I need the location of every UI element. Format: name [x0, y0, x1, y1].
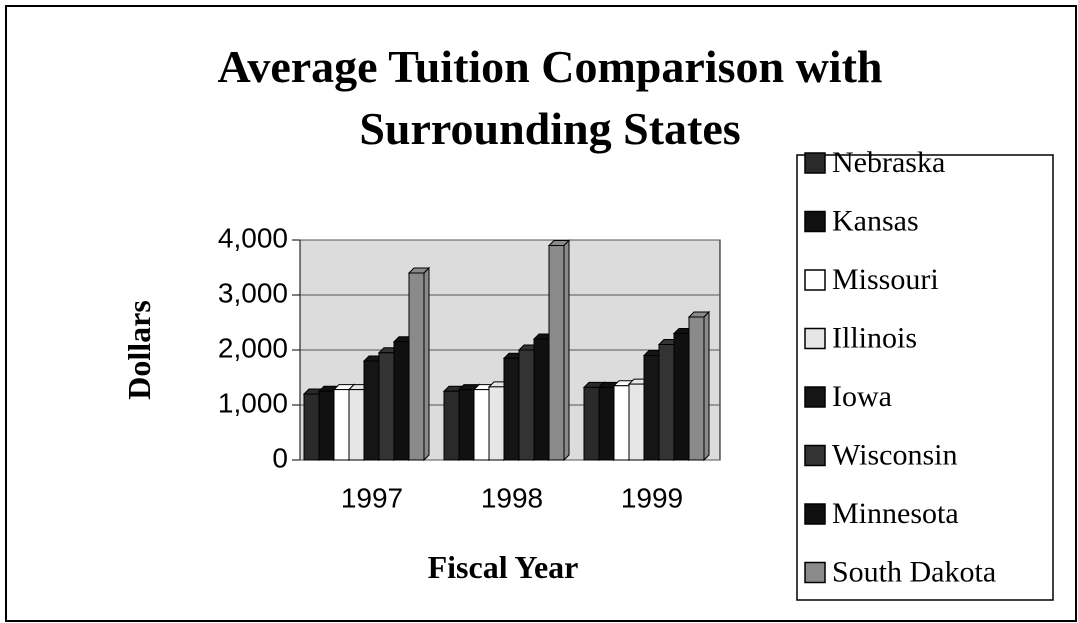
- bar: [363, 360, 380, 461]
- bar: [333, 389, 350, 461]
- legend-label: Illinois: [832, 321, 917, 354]
- bar: [628, 383, 645, 461]
- chart-subtitle: Surrounding States: [359, 103, 740, 154]
- bar: [533, 338, 550, 461]
- bar-side: [703, 310, 710, 462]
- legend-label: Iowa: [832, 380, 892, 413]
- bar: [583, 386, 600, 461]
- x-tick-label: 1999: [621, 482, 683, 513]
- y-tick-label: 1,000: [218, 387, 288, 418]
- chart-title: Average Tuition Comparison with: [218, 41, 883, 92]
- bar: [613, 385, 630, 461]
- bar: [393, 341, 410, 461]
- legend-swatch: [804, 152, 826, 174]
- y-tick-label: 2,000: [218, 332, 288, 363]
- bar: [458, 389, 475, 461]
- legend-label: Kansas: [832, 204, 919, 237]
- legend-label: Wisconsin: [832, 438, 957, 471]
- bar: [378, 352, 395, 461]
- bar-side: [423, 266, 430, 462]
- legend-swatch: [804, 561, 826, 584]
- bar: [303, 393, 320, 461]
- bar: [318, 390, 335, 461]
- legend-label: Missouri: [832, 263, 939, 296]
- bar: [658, 344, 675, 461]
- y-axis-title: Dollars: [121, 300, 157, 400]
- bar: [518, 349, 535, 461]
- bar: [473, 389, 490, 461]
- legend-swatch: [804, 269, 826, 291]
- x-axis-title: Fiscal Year: [428, 549, 579, 585]
- bar: [688, 316, 705, 461]
- legend-swatch: [804, 327, 826, 350]
- y-tick-label: 4,000: [218, 222, 288, 253]
- bar: [443, 390, 460, 461]
- bar: [548, 245, 565, 461]
- legend-swatch: [804, 210, 826, 233]
- y-tick-label: 0: [272, 442, 288, 473]
- bar: [503, 357, 520, 461]
- bar: [673, 333, 690, 461]
- y-tick-label: 3,000: [218, 277, 288, 308]
- legend-box: [796, 154, 1054, 601]
- bar: [598, 386, 615, 461]
- legend-label: Nebraska: [832, 146, 945, 179]
- x-tick-label: 1997: [341, 482, 403, 513]
- bar: [488, 386, 505, 461]
- legend-swatch: [804, 444, 826, 467]
- legend-swatch: [804, 386, 826, 408]
- legend-label: Minnesota: [832, 497, 959, 530]
- x-tick-label: 1998: [481, 482, 543, 513]
- bar: [408, 272, 425, 461]
- legend-label: South Dakota: [832, 555, 996, 588]
- legend-swatch: [804, 503, 826, 525]
- bar: [643, 355, 660, 461]
- bar: [348, 389, 365, 461]
- bar-side: [563, 239, 570, 462]
